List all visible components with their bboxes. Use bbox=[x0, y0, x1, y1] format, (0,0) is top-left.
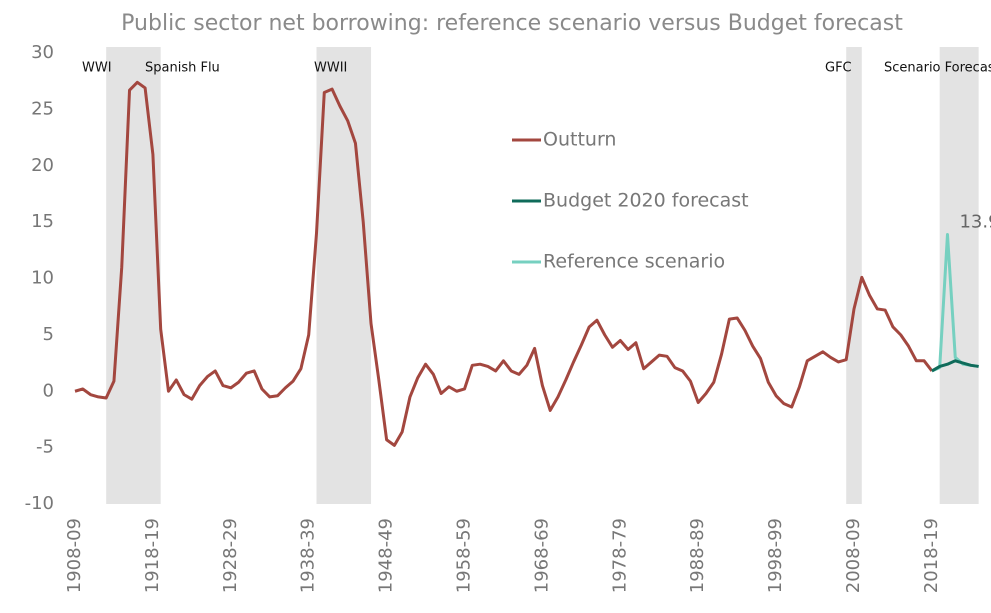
annotation: Spanish Flu bbox=[145, 61, 220, 76]
x-tick-label: 1968-69 bbox=[531, 518, 552, 593]
series-line bbox=[931, 359, 979, 373]
x-tick-label: 1978-79 bbox=[609, 518, 630, 593]
x-tick-label: 1988-89 bbox=[687, 518, 708, 593]
legend-label: Budget 2020 forecast bbox=[543, 190, 749, 212]
annotation: WWI bbox=[82, 61, 112, 76]
shaded-region bbox=[106, 47, 161, 504]
y-tick-label: 20 bbox=[31, 155, 54, 176]
x-tick-label: 2008-09 bbox=[843, 518, 864, 593]
x-tick-label: 1938-39 bbox=[298, 518, 319, 593]
x-tick-label: 1948-49 bbox=[376, 518, 397, 593]
y-tick-label: 10 bbox=[31, 268, 54, 289]
x-tick-label: 2018-19 bbox=[921, 518, 942, 593]
legend-label: Outturn bbox=[543, 129, 616, 151]
y-tick-label: 15 bbox=[31, 211, 54, 232]
y-tick-label: 5 bbox=[43, 324, 54, 345]
annotation: GFC bbox=[825, 61, 852, 76]
y-tick-label: 25 bbox=[31, 98, 54, 119]
y-tick-label: -10 bbox=[25, 493, 54, 514]
y-tick-label: -5 bbox=[36, 437, 54, 458]
x-tick-label: 1928-29 bbox=[220, 518, 241, 593]
y-tick-label: 30 bbox=[31, 42, 54, 63]
chart-title: Public sector net borrowing: reference s… bbox=[121, 11, 903, 36]
annotation: WWII bbox=[314, 61, 347, 76]
shaded-region bbox=[316, 47, 372, 504]
annotation: Scenario Forecast bbox=[884, 61, 991, 76]
legend-label: Reference scenario bbox=[543, 251, 725, 273]
data-label: 13.9 bbox=[959, 212, 991, 233]
x-tick-label: 1918-19 bbox=[142, 518, 163, 593]
x-tick-label: 1908-09 bbox=[64, 518, 85, 593]
shaded-region bbox=[846, 47, 862, 504]
x-tick-label: 1998-99 bbox=[765, 518, 786, 593]
series-line bbox=[74, 80, 934, 447]
y-tick-label: 0 bbox=[43, 380, 54, 401]
x-tick-label: 1958-59 bbox=[454, 518, 475, 593]
